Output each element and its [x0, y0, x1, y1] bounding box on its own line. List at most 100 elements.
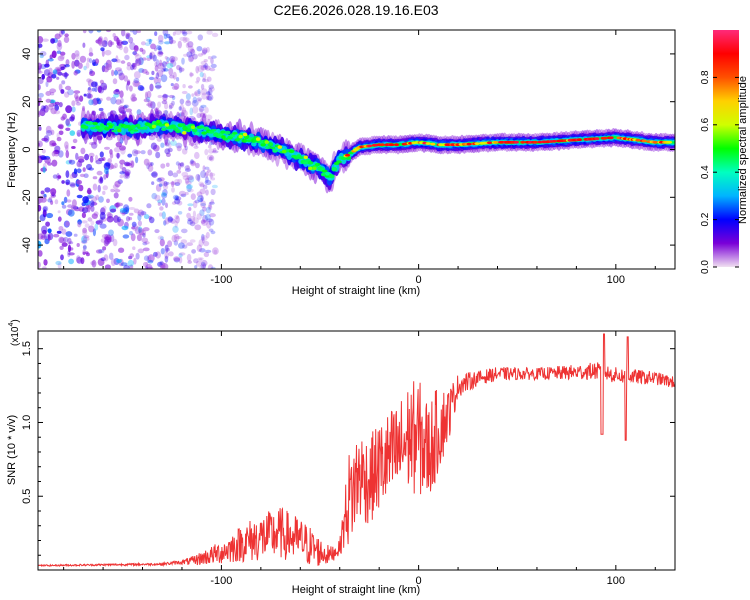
- spectrogram-noise-mark: [76, 179, 82, 185]
- spectrogram-noise-mark: [159, 206, 164, 211]
- spectrogram-noise-mark: [117, 218, 124, 227]
- spectrogram-noise-mark: [199, 197, 203, 203]
- spectrogram-noise-mark: [43, 259, 48, 265]
- spectrogram-noise-mark: [179, 162, 184, 167]
- spectrogram-noise-mark: [123, 104, 129, 109]
- spectrogram-noise-mark: [75, 53, 80, 60]
- spectrogram-noise-mark: [91, 87, 96, 92]
- spectrogram-noise-mark: [164, 56, 168, 60]
- spectrogram-noise-mark: [91, 196, 97, 203]
- spectrogram-noise-mark: [81, 235, 88, 244]
- spectrogram-peak-mark: [487, 141, 493, 145]
- spectrogram-noise-mark: [82, 251, 86, 255]
- spectrogram-noise-mark: [199, 183, 205, 188]
- spectrogram-noise-mark: [82, 245, 87, 250]
- spectrogram-noise-mark: [75, 152, 79, 161]
- spectrogram-noise-mark: [133, 150, 141, 155]
- spectrogram-noise-mark: [209, 155, 215, 162]
- spectrogram-noise-mark: [208, 144, 212, 149]
- spectrogram-noise-mark: [65, 127, 71, 131]
- spectrogram-noise-mark: [117, 59, 121, 63]
- spectrogram-noise-mark: [171, 56, 178, 62]
- spectrogram-noise-mark: [165, 202, 168, 209]
- spectrogram-noise-mark: [202, 78, 206, 83]
- spectrogram-peak-mark: [551, 139, 557, 143]
- spectrogram-noise-mark: [90, 205, 95, 212]
- spectrogram-noise-mark: [42, 229, 47, 235]
- spectrogram-noise-mark: [65, 179, 71, 185]
- spectrogram-noise-mark: [178, 106, 182, 111]
- spectrogram-noise-mark: [63, 196, 68, 204]
- spectrogram-noise-mark: [116, 38, 120, 46]
- spectrogram-noise-mark: [190, 193, 196, 201]
- spectrogram-x-tick-label: 0: [416, 274, 422, 286]
- spectrogram-noise-mark: [140, 211, 147, 216]
- spectrogram-noise-mark: [70, 114, 76, 121]
- spectrogram-y-tick-label: 0: [21, 146, 33, 152]
- spectrogram-noise-mark: [135, 59, 139, 64]
- spectrogram-noise-mark: [103, 239, 109, 247]
- spectrogram-noise-mark: [98, 157, 104, 162]
- spectrogram-noise-mark: [185, 100, 192, 107]
- spectrogram-noise-mark: [109, 234, 115, 243]
- spectrogram-noise-mark: [45, 130, 53, 136]
- spectrogram-peak-mark: [602, 136, 608, 140]
- spectrogram-noise-mark: [151, 70, 155, 76]
- spectrogram-noise-mark: [96, 170, 103, 176]
- spectrogram-noise-mark: [99, 151, 104, 158]
- spectrogram-ridge-mark: [180, 123, 186, 127]
- spectrogram-noise-mark: [90, 201, 98, 206]
- spectrogram-peak-mark: [576, 138, 583, 142]
- spectrogram-noise-mark: [190, 159, 194, 165]
- spectrogram-noise-mark: [102, 205, 107, 211]
- spectrogram-noise-mark: [155, 151, 161, 159]
- spectrogram-noise-mark: [65, 118, 71, 126]
- spectrogram-noise-mark: [176, 77, 180, 82]
- spectrogram-noise-mark: [58, 124, 64, 130]
- spectrogram-ridge-mark: [321, 169, 328, 173]
- spectrogram-noise-mark: [192, 210, 196, 218]
- spectrogram-noise-mark: [199, 258, 203, 262]
- snr-y-tick-label: 0.5: [21, 489, 33, 504]
- spectrogram-noise-mark: [200, 261, 206, 269]
- spectrogram-noise-mark: [95, 220, 101, 225]
- colorbar: 0.0 0.2 0.4 0.6 0.8 Normalized spectral ampl…: [700, 30, 749, 274]
- spectrogram-noise-mark: [151, 171, 158, 178]
- spectrogram-noise-mark: [181, 57, 185, 65]
- spectrogram-noise-mark: [88, 225, 95, 233]
- spectrogram-ridge-mark: [82, 125, 89, 130]
- spectrogram-noise-mark: [148, 134, 156, 141]
- spectrogram-noise-mark: [42, 206, 48, 212]
- spectrogram-noise-mark: [86, 57, 90, 63]
- spectrogram-noise-mark: [174, 214, 179, 220]
- spectrogram-noise-mark: [65, 105, 73, 114]
- spectrogram-noise-mark: [202, 214, 208, 223]
- spectrogram-noise-mark: [147, 164, 154, 172]
- spectrogram-noise-mark: [169, 102, 174, 109]
- spectrogram-noise-mark: [158, 51, 164, 55]
- spectrogram-noise-mark: [182, 84, 186, 89]
- spectrogram-noise-mark: [198, 181, 204, 186]
- spectrogram-noise-mark: [170, 58, 175, 64]
- spectrogram-noise-mark: [168, 105, 173, 110]
- spectrogram-noise-mark: [48, 104, 55, 108]
- spectrogram-noise-mark: [171, 201, 177, 205]
- spectrogram-noise-mark: [50, 92, 55, 96]
- spectrogram-noise-mark: [186, 253, 192, 262]
- spectrogram-noise-mark: [40, 105, 46, 112]
- spectrogram-noise-mark: [65, 144, 69, 152]
- spectrogram-noise-mark: [169, 74, 175, 79]
- spectrogram-noise-mark: [213, 249, 218, 255]
- spectrogram-ridge-mark: [92, 121, 98, 126]
- spectrogram-noise-mark: [199, 209, 205, 217]
- spectrogram-noise-mark: [98, 40, 105, 47]
- spectrogram-noise-mark: [57, 262, 62, 269]
- spectrogram-ridge-mark: [232, 132, 238, 135]
- spectrogram-noise-mark: [38, 67, 42, 74]
- spectrogram-noise-mark: [106, 211, 112, 217]
- spectrogram-noise-mark: [109, 152, 114, 159]
- snr-exponent: (x104): [8, 319, 21, 346]
- spectrogram-noise-mark: [51, 50, 57, 59]
- spectrogram-noise-mark: [159, 212, 163, 217]
- spectrogram-noise-mark: [117, 216, 121, 223]
